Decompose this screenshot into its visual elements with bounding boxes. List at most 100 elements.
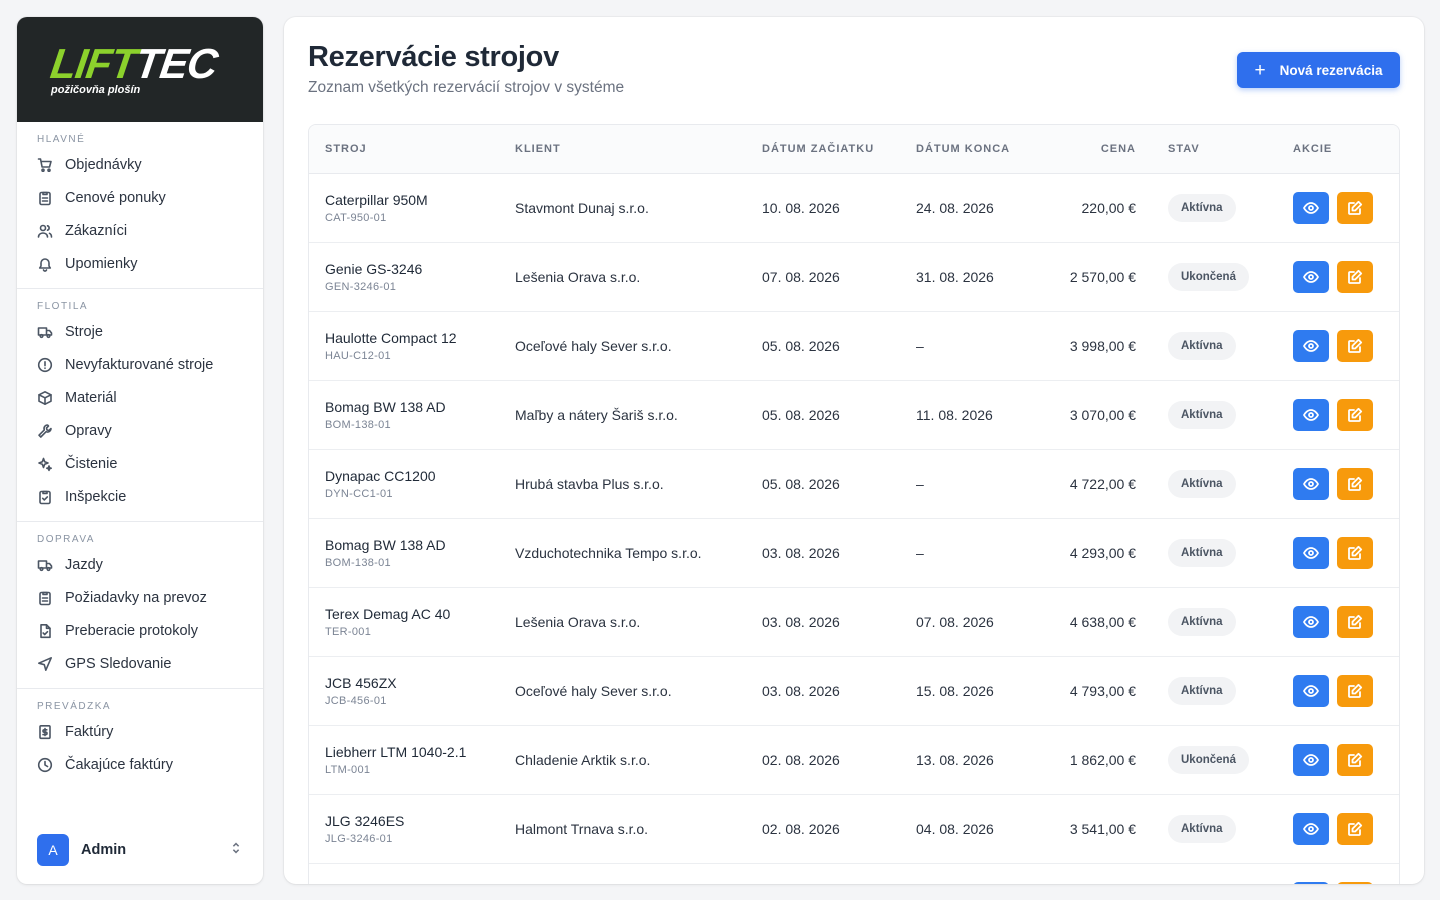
view-button[interactable] — [1293, 260, 1329, 293]
view-button[interactable] — [1293, 674, 1329, 707]
invoice-icon — [37, 724, 53, 740]
edit-button[interactable] — [1337, 536, 1373, 569]
edit-button[interactable] — [1337, 881, 1373, 884]
sidebar-item-1-0[interactable]: Objednávky — [17, 148, 263, 181]
sidebar-item-5-1[interactable]: Čistenie — [17, 447, 263, 480]
sidebar-item-2-1[interactable]: Nevyfakturované stroje — [17, 348, 263, 381]
view-button[interactable] — [1293, 812, 1329, 845]
cell-status: Aktívna — [1152, 656, 1277, 725]
edit-icon — [1347, 821, 1363, 837]
view-button[interactable] — [1293, 536, 1329, 569]
cell-end-date: – — [916, 337, 924, 354]
table-row[interactable]: Bomag BW 138 AD BOM-138-01 Maľby a nátery … — [309, 380, 1399, 449]
sidebar-item-2-3[interactable]: Čakajúce faktúry — [17, 748, 263, 781]
view-button[interactable] — [1293, 329, 1329, 362]
logo-wordmark: LIFTTEC — [47, 39, 221, 87]
sidebar-item-3-2[interactable]: Preberacie protokoly — [17, 614, 263, 647]
column-header: STROJ — [309, 125, 499, 174]
edit-button[interactable] — [1337, 812, 1373, 845]
cell-client: Lešenia Orava s.r.o. — [515, 613, 641, 630]
table-row[interactable]: Haulotte Compact 12 HAU-C12-01 Oceľové hal… — [309, 311, 1399, 380]
cell-client: Oceľové haly Sever s.r.o. — [515, 682, 672, 699]
cell-end-date: 15. 08. 2026 — [916, 682, 994, 699]
edit-button[interactable] — [1337, 398, 1373, 431]
user-name: Admin — [81, 842, 127, 858]
nav-section-hlavné: HLAVNÉ Objednávky Cenové ponuky Zákazníci Up… — [17, 122, 263, 289]
column-header: STAV — [1152, 125, 1277, 174]
sidebar-item-4-2[interactable]: GPS Sledovanie — [17, 647, 263, 680]
cell-machine — [309, 863, 499, 884]
view-button[interactable] — [1293, 467, 1329, 500]
eye-icon — [1303, 821, 1319, 837]
edit-button[interactable] — [1337, 329, 1373, 362]
view-button[interactable] — [1293, 605, 1329, 638]
clipboard-icon — [37, 590, 53, 606]
sidebar-item-3-0[interactable]: Zákazníci — [17, 214, 263, 247]
table-row[interactable]: Terex Demag AC 40 TER-001 Lešenia Orava s.… — [309, 587, 1399, 656]
table-row[interactable]: JLG 3246ES JLG-3246-01 Halmont Trnava s.r.… — [309, 794, 1399, 863]
view-button[interactable] — [1293, 191, 1329, 224]
cell-end-date: 07. 08. 2026 — [916, 613, 994, 630]
eye-icon — [1303, 269, 1319, 285]
sidebar-item-2-0[interactable]: Cenové ponuky — [17, 181, 263, 214]
nav-section-prevádzka: PREVÁDZKA Faktúry Čakajúce faktúry — [17, 689, 263, 789]
edit-button[interactable] — [1337, 743, 1373, 776]
table-row[interactable]: Genie GS-3246 GEN-3246-01 Lešenia Orava s.… — [309, 242, 1399, 311]
edit-icon — [1347, 683, 1363, 699]
nav-section-flotila: FLOTILA Stroje Nevyfakturované stroje Mater… — [17, 289, 263, 522]
user-menu[interactable]: A Admin — [37, 833, 243, 867]
cell-end-date: 24. 08. 2026 — [916, 199, 994, 216]
new-reservation-button[interactable]: + Nová rezervácia — [1237, 52, 1400, 88]
sidebar-item-2-2[interactable]: Požiadavky na prevoz — [17, 581, 263, 614]
edit-button[interactable] — [1337, 605, 1373, 638]
cell-machine: Caterpillar 950M CAT-950-01 — [309, 173, 499, 242]
view-button[interactable] — [1293, 398, 1329, 431]
cell-end-date: 13. 08. 2026 — [916, 751, 994, 768]
sidebar-item-3-1[interactable]: Materiál — [17, 381, 263, 414]
cell-status: Ukončená — [1152, 242, 1277, 311]
sidebar-item-1-2[interactable]: Jazdy — [17, 548, 263, 581]
table-row[interactable]: JCB 456ZX JCB-456-01 Oceľové haly Sever s.… — [309, 656, 1399, 725]
eye-icon — [1303, 752, 1319, 768]
row-actions — [1293, 674, 1399, 707]
machine-code: BOM-138-01 — [325, 557, 391, 569]
machine-code: LTM-001 — [325, 764, 371, 776]
cell-actions — [1277, 311, 1399, 380]
brand-logo[interactable]: LIFTTEC požičovňa plošín — [17, 17, 263, 122]
eye-icon — [1303, 614, 1319, 630]
cell-start-date: 05. 08. 2026 — [762, 337, 840, 354]
sidebar-item-label: Stroje — [65, 323, 103, 340]
cell-client: Chladenie Arktik s.r.o. — [515, 751, 651, 768]
cell-client: Lešenia Orava s.r.o. — [515, 268, 641, 285]
cell-machine: JLG 3246ES JLG-3246-01 — [309, 794, 499, 863]
cell-machine: Bomag BW 138 AD BOM-138-01 — [309, 518, 499, 587]
cell-status: Aktívna — [1152, 380, 1277, 449]
sidebar-item-4-0[interactable]: Upomienky — [17, 247, 263, 280]
edit-icon — [1347, 752, 1363, 768]
sidebar-item-1-3[interactable]: Faktúry — [17, 715, 263, 748]
sidebar-item-6-1[interactable]: Inšpekcie — [17, 480, 263, 513]
edit-button[interactable] — [1337, 674, 1373, 707]
machine-code: BOM-138-01 — [325, 419, 391, 431]
table-row[interactable]: Caterpillar 950M CAT-950-01 Stavmont Dunaj… — [309, 173, 1399, 242]
machine-code: JCB-456-01 — [325, 695, 387, 707]
sidebar-item-4-1[interactable]: Opravy — [17, 414, 263, 447]
table-row[interactable]: Dynapac CC1200 DYN-CC1-01 Hrubá stavba Plu… — [309, 449, 1399, 518]
edit-button[interactable] — [1337, 467, 1373, 500]
sidebar-item-1-1[interactable]: Stroje — [17, 315, 263, 348]
machine-name: Bomag BW 138 AD — [325, 537, 446, 553]
cell-price: 4 722,00 € — [1069, 475, 1136, 492]
chevron-up-down-icon — [229, 841, 243, 860]
table-row[interactable] — [309, 863, 1399, 884]
view-button[interactable] — [1293, 743, 1329, 776]
eye-icon — [1303, 683, 1319, 699]
edit-button[interactable] — [1337, 191, 1373, 224]
sidebar-item-label: Faktúry — [65, 723, 114, 740]
edit-icon — [1347, 545, 1363, 561]
cell-machine: Dynapac CC1200 DYN-CC1-01 — [309, 449, 499, 518]
machine-code: HAU-C12-01 — [325, 350, 391, 362]
table-row[interactable]: Bomag BW 138 AD BOM-138-01 Vzduchotechnika… — [309, 518, 1399, 587]
view-button[interactable] — [1293, 881, 1329, 884]
table-row[interactable]: Liebherr LTM 1040-2.1 LTM-001 Chladenie Ar… — [309, 725, 1399, 794]
edit-button[interactable] — [1337, 260, 1373, 293]
